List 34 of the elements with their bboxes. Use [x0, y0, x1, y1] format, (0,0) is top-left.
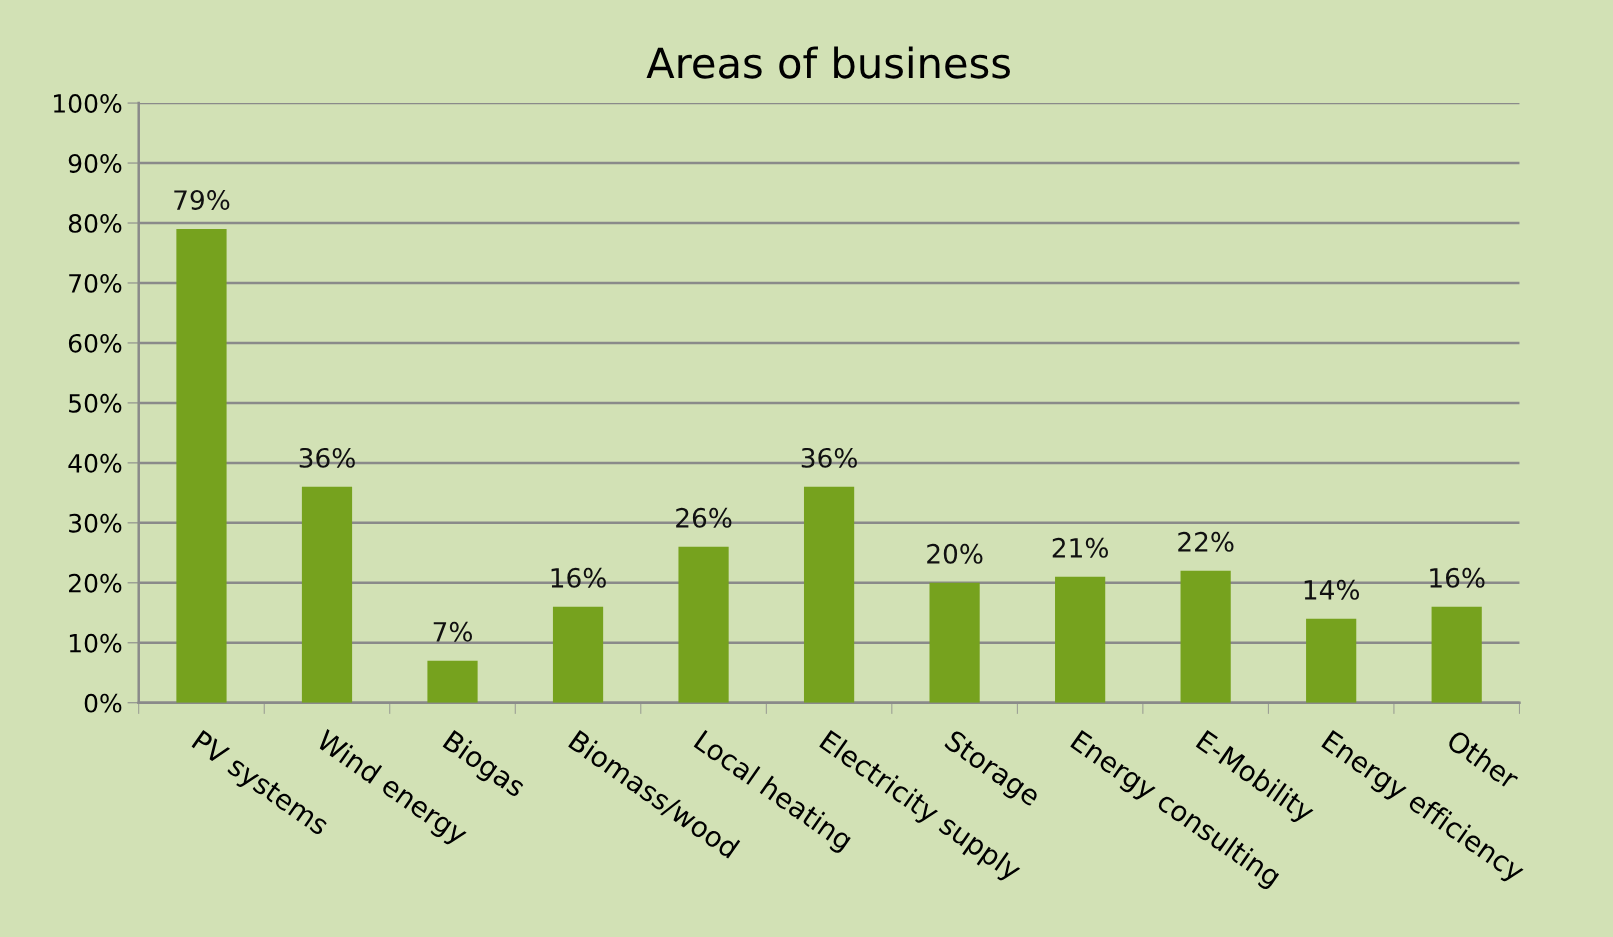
- bar: [1306, 618, 1357, 703]
- data-label: 26%: [676, 507, 732, 528]
- y-tick-label: 100%: [54, 94, 122, 113]
- y-tick-label: 70%: [69, 273, 122, 293]
- y-tick-label: 90%: [68, 153, 122, 173]
- y-tick-label: 50%: [69, 393, 122, 413]
- data-label: 21%: [1052, 537, 1108, 558]
- data-label: 36%: [801, 447, 857, 468]
- data-label: 16%: [1430, 567, 1485, 588]
- chart-title: Areas of business: [646, 46, 1010, 79]
- y-tick-label: 80%: [68, 213, 122, 233]
- y-tick-label: 10%: [69, 633, 122, 653]
- bar: [176, 229, 227, 703]
- y-tick-label: 60%: [68, 333, 122, 353]
- data-label: 16%: [551, 567, 606, 588]
- bar: [1431, 606, 1482, 703]
- bar: [1055, 576, 1106, 703]
- data-label: 7%: [433, 621, 472, 642]
- data-label: 36%: [299, 447, 355, 468]
- bar: [1180, 570, 1231, 703]
- y-tick-label: 40%: [68, 453, 122, 473]
- bar: [427, 660, 478, 703]
- y-tick-label: 20%: [69, 573, 122, 593]
- data-label: 79%: [174, 190, 230, 210]
- bar: [552, 606, 604, 703]
- bar: [929, 582, 980, 703]
- bar: [301, 486, 353, 703]
- y-tick-label: 0%: [84, 693, 122, 713]
- bar: [678, 546, 729, 703]
- data-label: 20%: [927, 543, 983, 564]
- data-label: 22%: [1178, 531, 1234, 552]
- y-tick-label: 30%: [69, 513, 122, 533]
- bar: [803, 486, 855, 703]
- data-label: 14%: [1304, 579, 1360, 600]
